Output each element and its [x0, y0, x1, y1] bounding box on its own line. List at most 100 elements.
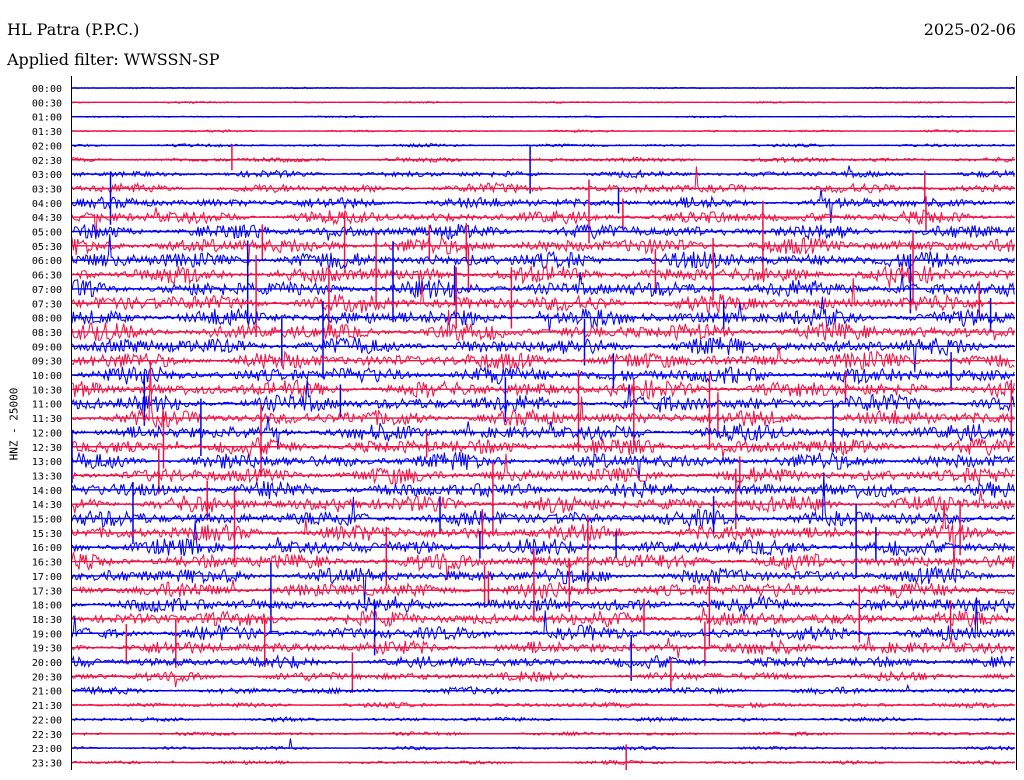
seismic-trace: [71, 730, 1015, 738]
seismic-trace: [71, 344, 1015, 370]
seismic-trace: [71, 504, 1015, 571]
time-label: 19:30: [32, 644, 62, 655]
filter-line: Applied filter: WWSSN-SP: [7, 50, 220, 69]
time-label: 06:00: [32, 256, 62, 267]
seismic-trace: [71, 595, 1015, 617]
time-label: 22:00: [32, 715, 62, 726]
time-label: 04:00: [32, 199, 62, 210]
seismic-trace: [71, 552, 1015, 581]
seismic-trace: [71, 360, 1015, 429]
time-label: 00:30: [32, 98, 62, 109]
time-label: 16:30: [32, 558, 62, 569]
seismic-trace: [71, 480, 1015, 500]
time-label: 20:00: [32, 658, 62, 669]
seismic-trace: [71, 759, 1015, 766]
time-label: 17:00: [32, 572, 62, 583]
seismic-trace: [71, 579, 1015, 600]
time-label: 19:00: [32, 629, 62, 640]
seismic-trace: [71, 189, 1015, 224]
seismic-trace: [71, 416, 1015, 450]
time-label: 05:30: [32, 242, 62, 253]
station-title: HL Patra (P.P.C.): [7, 20, 140, 39]
seismic-trace: [71, 653, 1015, 670]
seismic-trace: [71, 100, 1015, 104]
time-label: 01:30: [32, 127, 62, 138]
time-label: 04:30: [32, 213, 62, 224]
seismic-trace: [71, 142, 1015, 149]
seismic-trace: [71, 683, 1015, 696]
seismic-trace: [71, 597, 1015, 642]
time-label: 14:30: [32, 500, 62, 511]
seismic-trace: [71, 670, 1015, 688]
seismic-trace: [71, 236, 1015, 266]
seismic-trace: [71, 223, 1015, 241]
time-label: 23:30: [32, 758, 62, 769]
seismic-trace: [71, 207, 1015, 240]
seismic-trace: [71, 336, 1015, 373]
trace-layer: [71, 86, 1015, 770]
seismic-trace: [71, 263, 1015, 288]
seismic-trace: [71, 607, 1015, 628]
time-label: 10:30: [32, 385, 62, 396]
time-label: 01:00: [32, 113, 62, 124]
seismic-trace: [71, 233, 1015, 270]
seismic-trace: [71, 451, 1015, 481]
time-label: 03:00: [32, 170, 62, 181]
seismic-trace: [71, 365, 1015, 386]
time-label: 08:30: [32, 328, 62, 339]
seismic-trace: [71, 716, 1015, 723]
time-label: 09:30: [32, 357, 62, 368]
time-label: 12:30: [32, 443, 62, 454]
time-label: 15:30: [32, 529, 62, 540]
time-label: 06:30: [32, 271, 62, 282]
seismic-trace: [71, 129, 1015, 133]
time-label-layer: 00:00 00:30 01:00 01:30 02:00 02:30 03:00 03:30…: [32, 84, 62, 769]
time-label: 07:00: [32, 285, 62, 296]
time-label: 02:00: [32, 141, 62, 152]
time-label: 14:00: [32, 486, 62, 497]
seismic-trace: [71, 472, 1015, 529]
seismic-trace: [71, 520, 1015, 557]
time-label: 09:00: [32, 342, 62, 353]
seismic-trace: [71, 453, 1015, 486]
time-label: 11:00: [32, 400, 62, 411]
seismic-trace: [71, 86, 1015, 90]
time-label: 21:30: [32, 701, 62, 712]
seismic-trace: [71, 701, 1015, 710]
time-label: 05:00: [32, 228, 62, 239]
time-label: 11:30: [32, 414, 62, 425]
time-label: 16:00: [32, 543, 62, 554]
time-label: 08:00: [32, 314, 62, 325]
time-label: 12:00: [32, 428, 62, 439]
time-label: 22:30: [32, 730, 62, 741]
seismic-trace: [71, 379, 1015, 400]
time-label: 21:00: [32, 687, 62, 698]
time-label: 00:00: [32, 84, 62, 95]
seismic-trace: [71, 309, 1015, 342]
filter-value: WWSSN-SP: [123, 50, 220, 69]
time-label: 13:00: [32, 457, 62, 468]
time-label: 23:00: [32, 744, 62, 755]
seismic-trace: [71, 437, 1015, 458]
seismic-trace: [71, 738, 1015, 751]
time-label: 15:00: [32, 515, 62, 526]
time-label: 18:00: [32, 601, 62, 612]
time-label: 03:30: [32, 184, 62, 195]
seismic-trace: [71, 272, 1015, 300]
filter-label: Applied filter:: [7, 50, 119, 69]
seismic-trace: [71, 277, 1015, 315]
seismic-trace: [71, 565, 1015, 605]
seismic-trace: [71, 491, 1015, 514]
time-label: 13:30: [32, 471, 62, 482]
time-label: 18:30: [32, 615, 62, 626]
seismic-trace: [71, 296, 1015, 333]
seismic-trace: [71, 115, 1015, 119]
seismic-trace: [71, 166, 1015, 195]
time-label: 17:30: [32, 586, 62, 597]
time-label: 02:30: [32, 156, 62, 167]
seismic-trace: [71, 156, 1015, 164]
seismic-trace: [71, 165, 1015, 179]
seismic-trace: [71, 634, 1015, 658]
time-label: 10:00: [32, 371, 62, 382]
